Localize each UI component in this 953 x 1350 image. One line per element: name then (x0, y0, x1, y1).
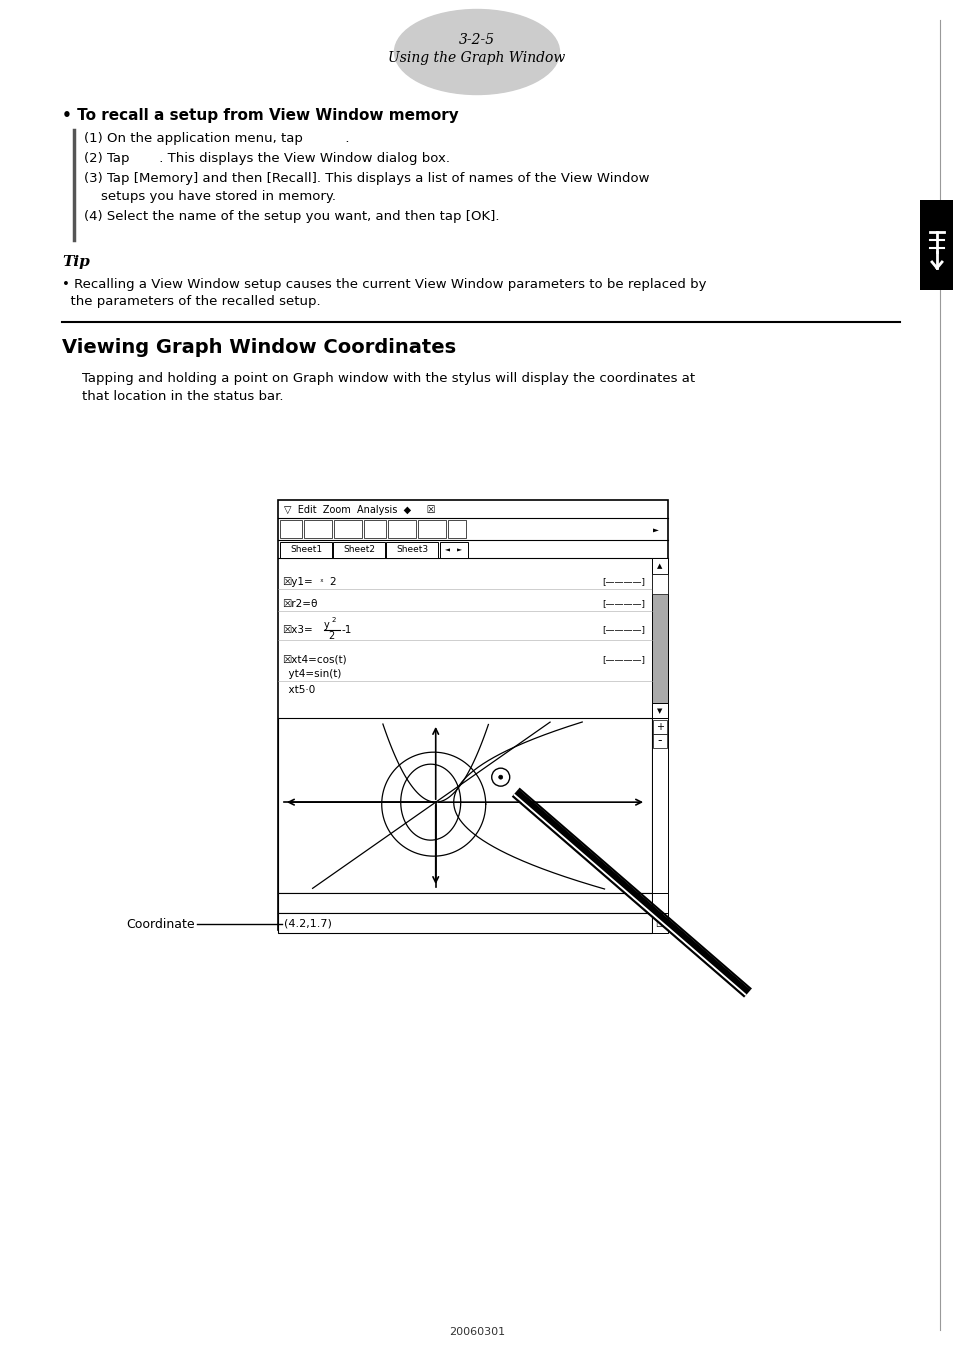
Text: ►: ► (456, 545, 461, 555)
Text: +: + (656, 722, 663, 732)
Bar (388, 520, 416, 539)
Bar (277, 913, 651, 933)
Text: 3-2-5: 3-2-5 (458, 32, 495, 47)
Bar (651, 892, 667, 913)
Bar (651, 913, 667, 933)
Bar (448, 520, 465, 539)
Text: the parameters of the recalled setup.: the parameters of the recalled setup. (62, 296, 320, 308)
Bar (386, 541, 437, 558)
Text: setups you have stored in memory.: setups you have stored in memory. (84, 190, 335, 202)
Text: ☒x3=: ☒x3= (282, 625, 313, 634)
Text: -1: -1 (341, 625, 352, 634)
Bar (280, 541, 332, 558)
Bar (651, 558, 667, 718)
Text: ☒y1=: ☒y1= (282, 576, 313, 587)
Text: • Recalling a View Window setup causes the current View Window parameters to be : • Recalling a View Window setup causes t… (62, 278, 706, 292)
Ellipse shape (395, 9, 558, 94)
Text: [————]: [————] (601, 578, 644, 586)
Text: ▼: ▼ (657, 707, 662, 714)
Text: (2) Tap       . This displays the View Window dialog box.: (2) Tap . This displays the View Window … (84, 153, 450, 165)
Text: ☒xt4=cos(t): ☒xt4=cos(t) (282, 655, 346, 666)
Text: that location in the status bar.: that location in the status bar. (82, 390, 283, 404)
Bar (364, 520, 386, 539)
Text: (1) On the application menu, tap          .: (1) On the application menu, tap . (84, 132, 349, 144)
Text: y: y (324, 620, 330, 630)
Text: ☐: ☐ (655, 919, 663, 929)
Bar (334, 520, 361, 539)
Bar (333, 541, 385, 558)
Text: ☒r2=θ: ☒r2=θ (282, 599, 317, 609)
Text: Using the Graph Window: Using the Graph Window (388, 51, 565, 65)
Text: (3) Tap [Memory] and then [Recall]. This displays a list of names of the View Wi: (3) Tap [Memory] and then [Recall]. This… (84, 171, 649, 185)
Text: Tapping and holding a point on Graph window with the stylus will display the coo: Tapping and holding a point on Graph win… (82, 373, 695, 385)
Text: Tip: Tip (62, 255, 90, 269)
Text: ▽  Edit  Zoom  Analysis  ◆     ☒: ▽ Edit Zoom Analysis ◆ ☒ (284, 505, 435, 514)
Bar (280, 520, 302, 539)
Bar (417, 520, 446, 539)
Bar (277, 718, 651, 892)
Bar (277, 500, 667, 930)
Text: 2: 2 (332, 617, 336, 622)
Text: 2: 2 (328, 630, 334, 641)
Circle shape (498, 775, 502, 779)
Text: ◄: ◄ (444, 545, 449, 555)
Circle shape (491, 768, 509, 786)
Bar (304, 520, 332, 539)
Bar (651, 574, 667, 594)
Text: 20060301: 20060301 (449, 1327, 504, 1336)
Text: [————]: [————] (601, 625, 644, 634)
Text: • To recall a setup from View Window memory: • To recall a setup from View Window mem… (62, 108, 458, 123)
Text: Sheet2: Sheet2 (343, 545, 375, 555)
Text: (4) Select the name of the setup you want, and then tap [OK].: (4) Select the name of the setup you wan… (84, 211, 499, 223)
Text: ▲: ▲ (657, 563, 662, 568)
Text: ₓ: ₓ (319, 575, 323, 583)
Text: Sheet1: Sheet1 (290, 545, 322, 555)
Bar (277, 892, 651, 913)
Text: [————]: [————] (601, 656, 644, 664)
Text: Coordinate: Coordinate (126, 918, 194, 930)
Text: Viewing Graph Window Coordinates: Viewing Graph Window Coordinates (62, 338, 456, 356)
Text: -: - (657, 734, 661, 748)
Bar (651, 558, 667, 574)
Text: ►: ► (653, 525, 659, 535)
Text: yt4=sin(t): yt4=sin(t) (282, 670, 341, 679)
Text: [————]: [————] (601, 599, 644, 609)
Text: Sheet3: Sheet3 (395, 545, 428, 555)
Bar (439, 541, 468, 558)
Bar (651, 718, 667, 892)
Text: (4.2,1.7): (4.2,1.7) (284, 919, 332, 929)
Bar (652, 720, 666, 734)
Bar (651, 703, 667, 718)
Bar (919, 200, 953, 290)
Text: 2: 2 (329, 576, 335, 587)
Text: xt5·0: xt5·0 (282, 684, 314, 695)
Bar (652, 734, 666, 748)
